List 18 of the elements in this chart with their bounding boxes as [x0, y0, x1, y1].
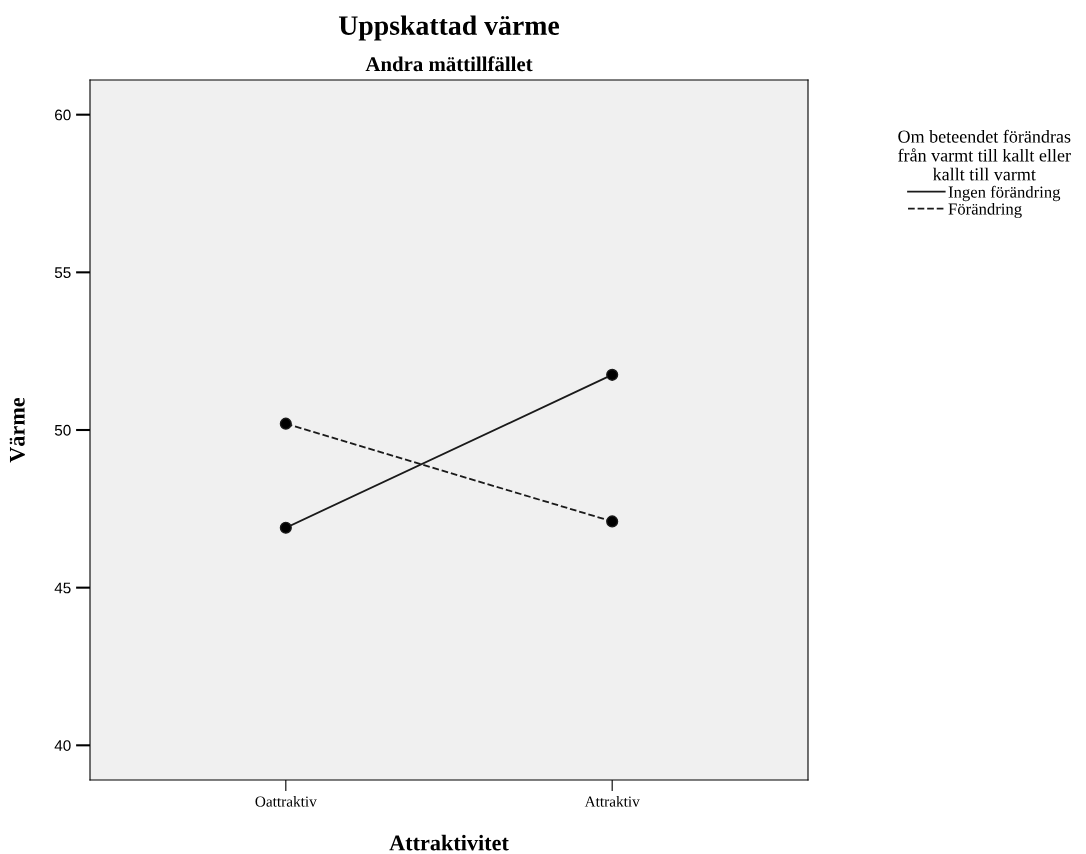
y-axis-title: Värme [9, 397, 25, 463]
x-tick-label: Attraktiv [584, 795, 640, 807]
y-tick-label: 55 [54, 267, 71, 279]
point [606, 515, 619, 528]
legend-title: Om beteendet förändras från varmt till kallt eller kallt till varmt [898, 129, 1071, 181]
point [606, 368, 619, 381]
chart-subtitle: Andra mättillfället [365, 56, 533, 72]
x-tick-label: Oattraktiv [255, 795, 317, 807]
y-tick-label: 50 [54, 424, 71, 436]
point [279, 417, 292, 430]
point [279, 521, 292, 534]
legend-label: Förändring [948, 202, 1022, 219]
y-tick-label: 60 [55, 109, 71, 121]
x-axis-title: Attraktivitet [389, 834, 509, 851]
chart-title: Uppskattad värme [338, 15, 560, 41]
y-tick-label: 45 [54, 582, 71, 594]
y-tick-label: 40 [54, 740, 71, 751]
legend-label: Ingen förändring [948, 185, 1061, 202]
